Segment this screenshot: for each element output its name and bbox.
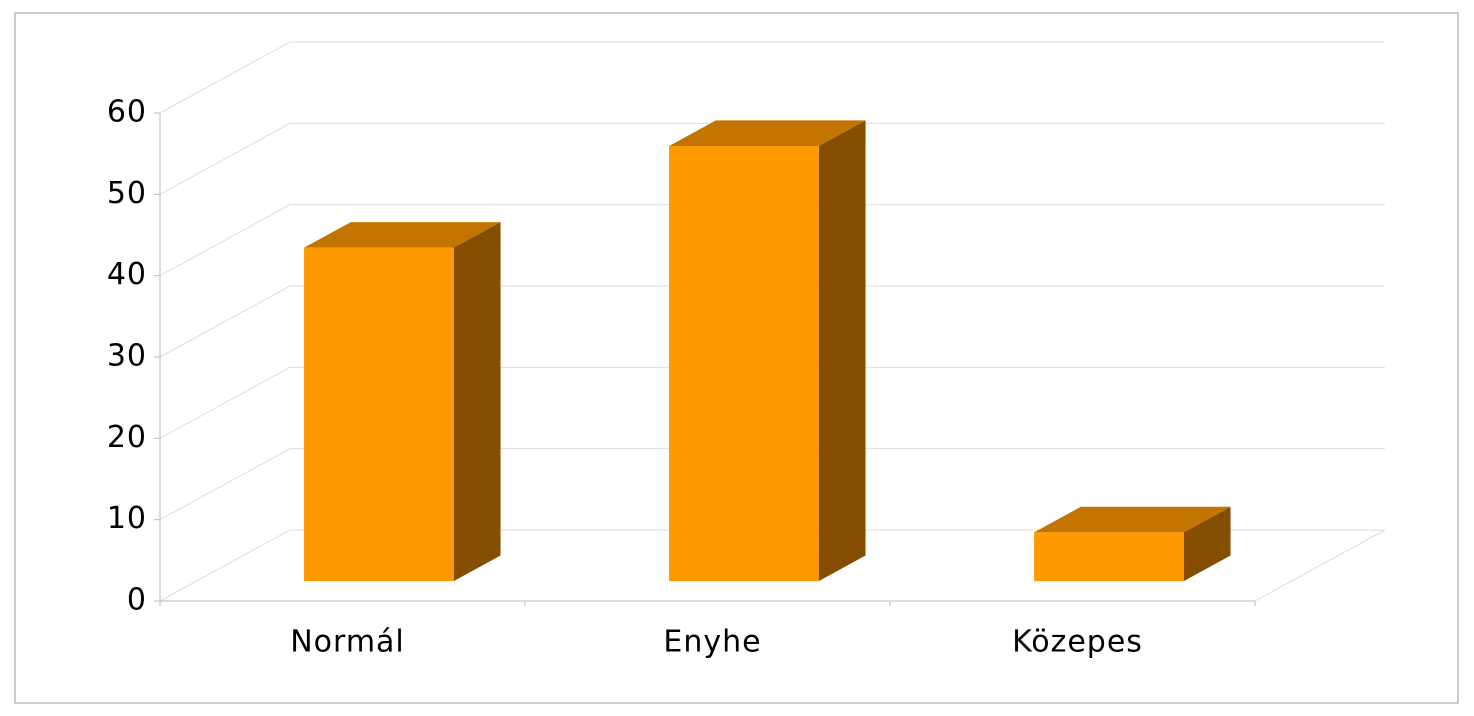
grid-line [159, 41, 1385, 114]
y-tick-label: 20 [107, 420, 147, 455]
x-tick-label: Normál [290, 625, 405, 660]
bar-top [304, 222, 501, 248]
bar-front [669, 145, 819, 582]
bar-front [1034, 532, 1184, 582]
bar-top [1034, 506, 1231, 533]
y-tick-label: 0 [127, 583, 147, 618]
x-tick-label: Közepes [1012, 625, 1143, 660]
grid-line [159, 448, 1385, 521]
bar-side [818, 120, 866, 582]
grid-line [159, 204, 1385, 277]
bar-side [1183, 506, 1231, 582]
y-tick-label: 60 [107, 95, 147, 130]
floor-right-edge [1254, 529, 1386, 602]
bar [669, 120, 866, 582]
bar [304, 222, 501, 582]
grid-line [159, 122, 1385, 195]
grid-line [159, 285, 1385, 358]
y-tick-label: 50 [107, 176, 147, 211]
bar [1034, 506, 1231, 582]
bar-front [304, 247, 454, 582]
bar-side [453, 222, 501, 582]
grid-line [159, 366, 1385, 439]
y-tick-label: 30 [107, 339, 147, 374]
x-tick-label: Enyhe [663, 625, 761, 660]
bar-top [669, 120, 866, 146]
y-tick-label: 10 [107, 501, 147, 536]
grid-line [159, 529, 1385, 602]
y-tick-label: 40 [107, 257, 147, 292]
